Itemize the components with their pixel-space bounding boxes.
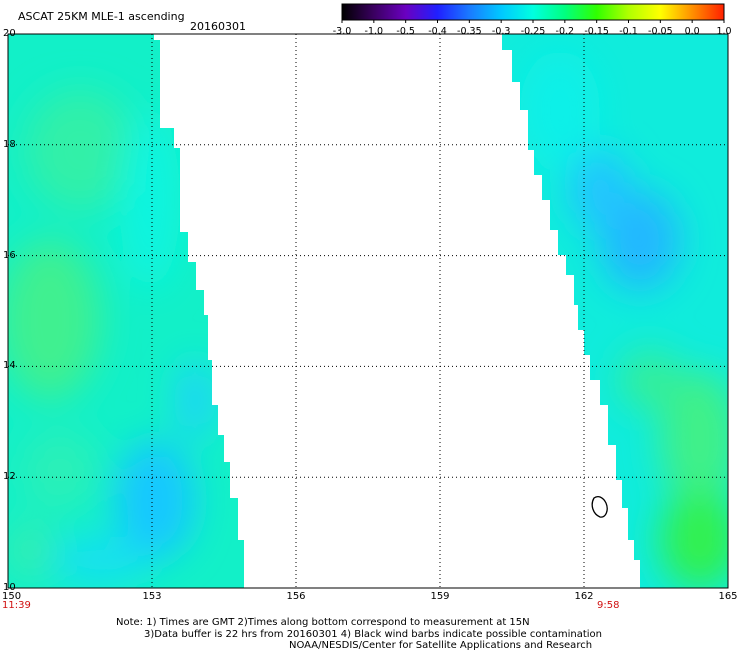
note-line-1: Note: 1) Times are GMT 2)Times along bot…	[116, 617, 530, 628]
colorbar-gradient	[341, 3, 725, 21]
lon-label: 156	[286, 591, 306, 602]
colorbar-label: -0.35	[457, 26, 482, 37]
map-title: ASCAT 25KM MLE-1 ascending	[18, 10, 185, 23]
note-line-2: 3)Data buffer is 22 hrs from 20160301 4)…	[144, 629, 602, 640]
lat-label: 20	[3, 28, 16, 39]
lat-label: 18	[3, 138, 16, 150]
lon-label: 150	[2, 591, 22, 602]
lon-label: 162	[574, 591, 594, 602]
lon-label: 159	[430, 591, 450, 602]
colorbar-label: -0.05	[648, 26, 673, 37]
lat-label: 10	[3, 582, 16, 593]
contamination-contour	[591, 496, 608, 518]
colorbar-label: -0.4	[428, 26, 447, 37]
colorbar-label: -0.15	[584, 26, 609, 37]
colorbar-label: -0.2	[555, 26, 575, 37]
lat-label: 16	[3, 249, 16, 261]
colorbar	[341, 3, 725, 23]
note-line-3: NOAA/NESDIS/Center for Satellite Applica…	[289, 640, 593, 651]
colorbar-label: 0.0	[684, 26, 700, 37]
right-swath	[502, 34, 728, 588]
gridlines	[8, 34, 728, 588]
colorbar-label: -3.0	[332, 26, 352, 37]
lon-label: 165	[718, 591, 738, 602]
time-right: 9:58	[597, 600, 620, 611]
colorbar-label: -1.0	[364, 26, 384, 37]
colorbar-label: -0.3	[491, 26, 511, 37]
time-left: 11:39	[2, 600, 31, 611]
colorbar-label: -0.1	[619, 26, 638, 37]
colorbar-label: 1.0	[716, 26, 732, 37]
left-swath	[8, 34, 244, 588]
lat-label: 12	[3, 471, 16, 483]
lat-label: 14	[3, 360, 16, 372]
colorbar-label: -0.25	[520, 26, 546, 37]
map-date: 20160301	[190, 20, 246, 33]
lon-label: 153	[142, 591, 162, 602]
map-frame	[7, 33, 729, 589]
colorbar-label: -0.5	[396, 26, 415, 37]
